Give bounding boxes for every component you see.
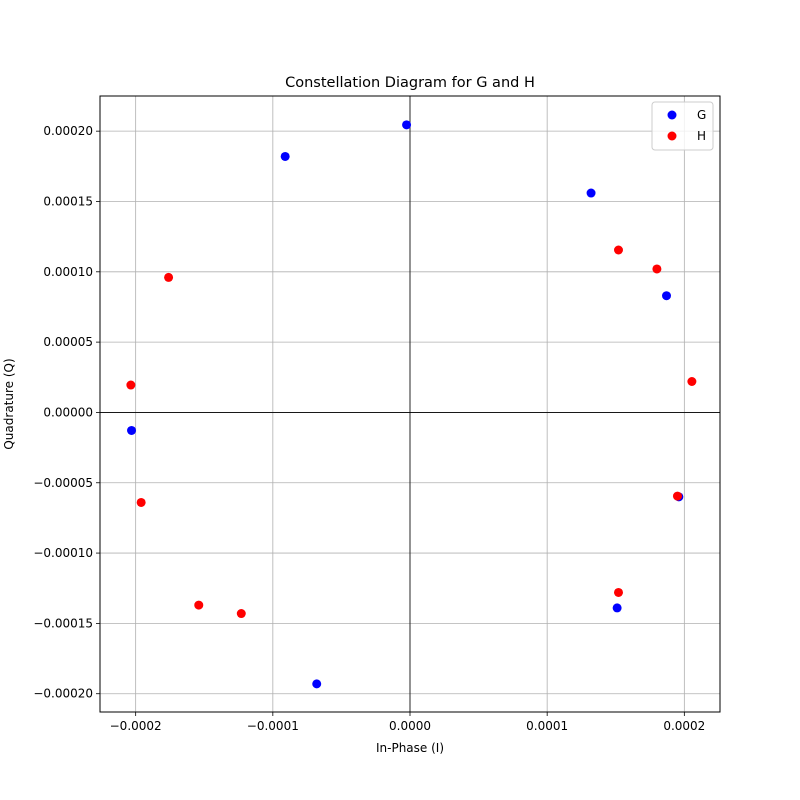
point-h [236, 609, 246, 619]
zero-lines [100, 96, 720, 712]
x-tick-label: −0.0002 [110, 719, 162, 733]
point-g [402, 120, 412, 130]
y-tick-label: −0.00010 [33, 546, 93, 560]
legend: GH [651, 101, 714, 151]
y-tick-label: −0.00005 [33, 476, 93, 490]
point-h [687, 376, 697, 386]
y-tick-label: 0.00020 [43, 124, 93, 138]
point-h [164, 272, 174, 282]
point-h [194, 600, 204, 610]
y-tick-label: 0.00010 [43, 265, 93, 279]
legend-marker-g [667, 110, 677, 120]
point-h [652, 264, 662, 274]
point-g [312, 679, 322, 689]
point-h [126, 380, 136, 390]
y-tick-label: 0.00015 [43, 194, 93, 208]
x-axis-ticks: −0.0002 −0.0001 0.0000 0.0001 0.0002 [110, 712, 705, 733]
chart-title: Constellation Diagram for G and H [285, 75, 535, 91]
legend-box [651, 101, 714, 151]
point-h [613, 587, 623, 597]
y-tick-label: 0.00000 [43, 405, 93, 419]
legend-label-h: H [697, 129, 706, 143]
point-g [127, 425, 137, 435]
y-axis-ticks: −0.00020 −0.00015 −0.00010 −0.00005 0.00000 0… [33, 124, 100, 701]
point-g [586, 188, 596, 198]
data-points [126, 120, 697, 689]
point-g [662, 291, 672, 301]
point-g [612, 603, 622, 613]
x-tick-label: 0.0002 [663, 719, 705, 733]
y-axis-label: Quadrature (Q) [2, 358, 16, 449]
y-tick-label: 0.00005 [43, 335, 93, 349]
point-g [280, 151, 290, 161]
y-tick-label: −0.00020 [33, 687, 93, 701]
x-tick-label: 0.0001 [526, 719, 568, 733]
x-tick-label: −0.0001 [247, 719, 299, 733]
legend-label-g: G [697, 108, 706, 122]
point-h [672, 491, 682, 501]
y-tick-label: −0.00015 [33, 616, 93, 630]
x-axis-label: In-Phase (I) [376, 741, 444, 755]
legend-marker-h [667, 131, 677, 141]
point-h [136, 497, 146, 507]
x-tick-label: 0.0000 [389, 719, 431, 733]
point-h [613, 245, 623, 255]
